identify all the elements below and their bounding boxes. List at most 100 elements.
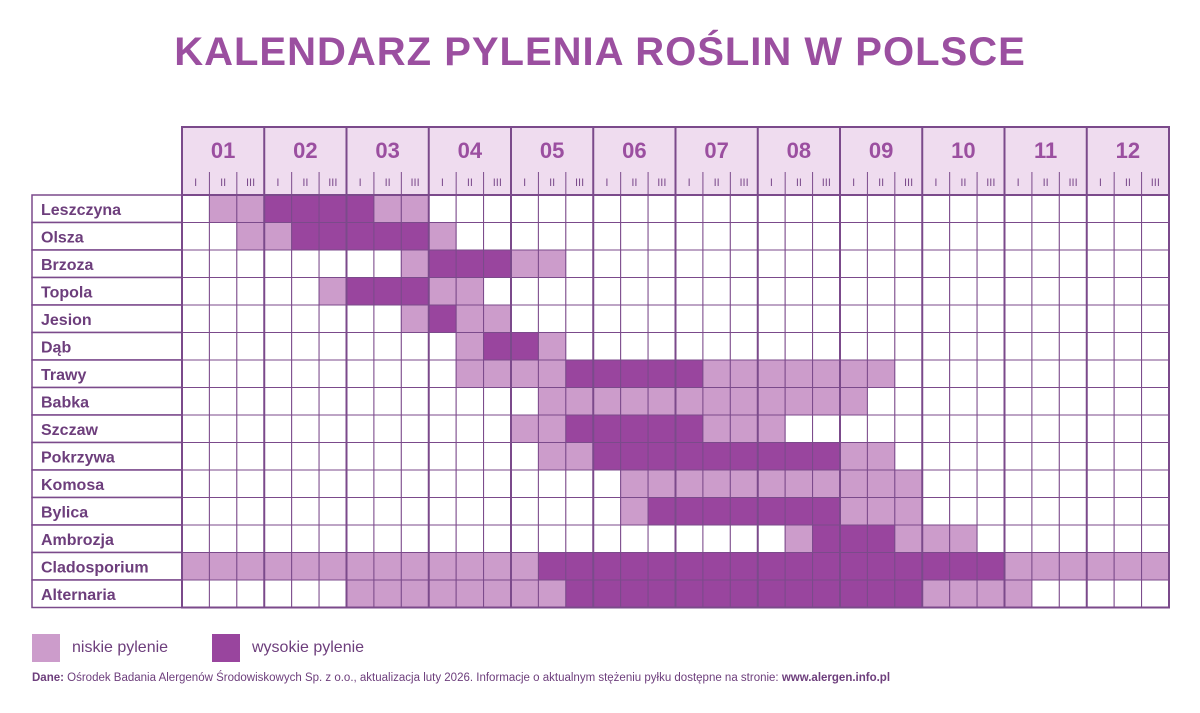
- pollen-cell: [1113, 552, 1143, 581]
- pollen-cell: [647, 442, 676, 471]
- pollen-cell: [729, 469, 759, 498]
- pollen-cell: [620, 497, 649, 526]
- pollen-cell: [976, 332, 1005, 361]
- pollen-cell: [949, 524, 978, 553]
- pollen-cell: [1004, 497, 1033, 526]
- source-label: Dane:: [32, 672, 64, 684]
- pollen-cell: [537, 359, 567, 388]
- pollen-cell: [729, 222, 759, 251]
- pollen-cell: [1004, 524, 1033, 553]
- pollen-cell: [894, 277, 923, 306]
- pollen-cell: [1141, 387, 1170, 416]
- pollen-cell: [537, 442, 567, 471]
- pollen-cell: [757, 304, 786, 333]
- decade-label: I: [441, 177, 444, 189]
- pollen-cell: [455, 249, 485, 278]
- pollen-cell: [318, 442, 348, 471]
- row-label: Szczaw: [41, 422, 98, 439]
- pollen-cell: [729, 359, 759, 388]
- pollen-cell: [1004, 442, 1033, 471]
- pollen-cell: [455, 442, 485, 471]
- decade-label: III: [986, 177, 995, 189]
- pollen-cell: [1058, 497, 1088, 526]
- pollen-cell: [894, 194, 923, 223]
- pollen-cell: [1141, 222, 1170, 251]
- pollen-cell: [455, 222, 485, 251]
- decade-label: II: [220, 177, 226, 189]
- pollen-cell: [1004, 579, 1033, 608]
- pollen-cell: [455, 414, 485, 443]
- row-label: Alternaria: [41, 587, 116, 604]
- pollen-cell: [949, 442, 978, 471]
- pollen-cell: [647, 304, 676, 333]
- pollen-cell: [812, 414, 841, 443]
- pollen-cell: [373, 332, 402, 361]
- pollen-cell: [949, 304, 978, 333]
- pollen-cell: [1031, 442, 1060, 471]
- pollen-cell: [510, 552, 539, 581]
- pollen-cell: [236, 194, 265, 223]
- pollen-cell: [181, 222, 210, 251]
- pollen-cell: [866, 332, 896, 361]
- pollen-cell: [757, 359, 786, 388]
- pollen-cell: [455, 469, 485, 498]
- pollen-cell: [263, 222, 293, 251]
- pollen-cell: [373, 277, 402, 306]
- pollen-cell: [839, 414, 868, 443]
- pollen-cell: [592, 359, 622, 388]
- pollen-cell: [729, 552, 759, 581]
- grid-frame: [181, 194, 1170, 609]
- pollen-cell: [318, 387, 348, 416]
- pollen-cell: [263, 387, 293, 416]
- pollen-cell: [702, 359, 731, 388]
- decade-label: II: [960, 177, 966, 189]
- pollen-cell: [263, 579, 293, 608]
- pollen-cell: [1113, 194, 1143, 223]
- pollen-cell: [318, 277, 348, 306]
- pollen-cell: [1031, 359, 1060, 388]
- pollen-cell: [921, 332, 951, 361]
- pollen-cell: [537, 524, 567, 553]
- pollen-cell: [620, 304, 649, 333]
- pollen-cell: [812, 304, 841, 333]
- pollen-cell: [757, 414, 786, 443]
- pollen-cell: [346, 304, 375, 333]
- pollen-cell: [784, 524, 814, 553]
- pollen-cell: [318, 222, 348, 251]
- source-link[interactable]: www.alergen.info.pl: [781, 672, 891, 684]
- pollen-cell: [647, 249, 676, 278]
- pollen-cell: [812, 222, 841, 251]
- pollen-cell: [1141, 304, 1170, 333]
- pollen-cell: [181, 277, 210, 306]
- pollen-cell: [181, 249, 210, 278]
- pollen-cell: [483, 442, 512, 471]
- pollen-cell: [373, 552, 402, 581]
- pollen-cell: [949, 552, 978, 581]
- pollen-cell: [949, 497, 978, 526]
- pollen-cell: [1141, 277, 1170, 306]
- pollen-cell: [565, 469, 594, 498]
- pollen-cell: [510, 579, 539, 608]
- pollen-cell: [373, 249, 402, 278]
- pollen-cell: [428, 222, 457, 251]
- pollen-cell: [866, 277, 896, 306]
- pollen-cell: [839, 332, 868, 361]
- pollen-cell: [400, 414, 430, 443]
- pollen-cell: [483, 469, 512, 498]
- pollen-cell: [346, 497, 375, 526]
- pollen-cell: [1141, 249, 1170, 278]
- pollen-cell: [976, 304, 1005, 333]
- pollen-cell: [483, 497, 512, 526]
- pollen-cell: [647, 332, 676, 361]
- pollen-cell: [263, 524, 293, 553]
- pollen-cell: [949, 194, 978, 223]
- pollen-cell: [675, 497, 704, 526]
- pollen-cell: [373, 414, 402, 443]
- pollen-cell: [1004, 222, 1033, 251]
- pollen-cell: [565, 497, 594, 526]
- pollen-cell: [647, 222, 676, 251]
- pollen-cell: [565, 277, 594, 306]
- pollen-cell: [839, 497, 868, 526]
- pollen-cell: [839, 442, 868, 471]
- pollen-cell: [1086, 552, 1115, 581]
